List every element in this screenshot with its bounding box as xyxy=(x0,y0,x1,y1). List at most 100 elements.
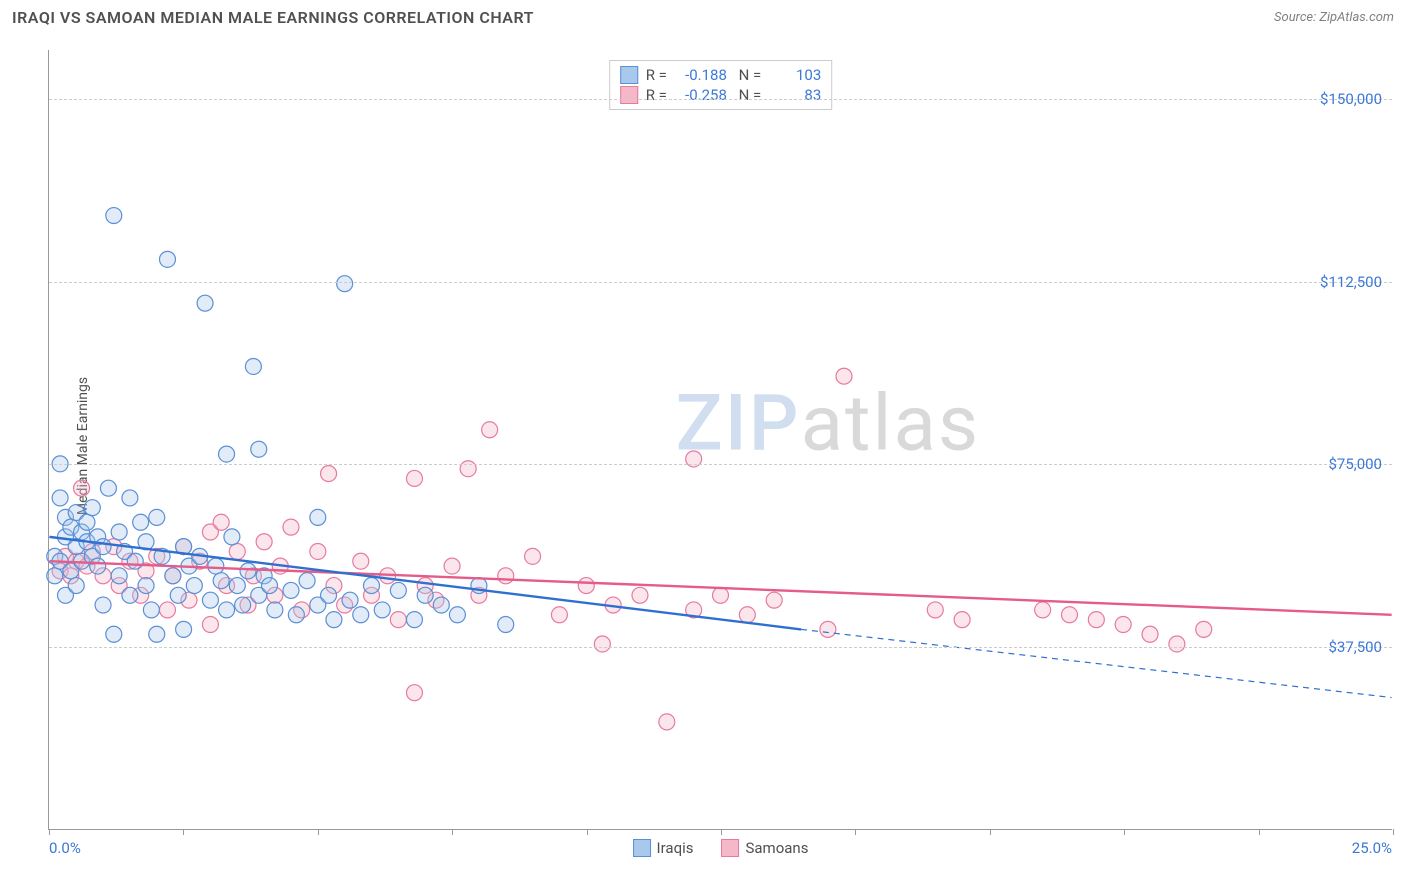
data-point-iraqi xyxy=(229,578,245,594)
stats-row-samoan: R = -0.258 N = 83 xyxy=(620,85,822,105)
data-point-samoan xyxy=(74,480,90,496)
data-point-iraqi xyxy=(149,626,165,642)
data-point-iraqi xyxy=(100,480,116,496)
data-point-iraqi xyxy=(197,295,213,311)
data-point-iraqi xyxy=(498,617,514,633)
data-point-samoan xyxy=(594,636,610,652)
data-point-iraqi xyxy=(224,529,240,545)
data-point-samoan xyxy=(390,612,406,628)
data-point-iraqi xyxy=(267,602,283,618)
swatch-iraqi-icon xyxy=(620,66,638,84)
stats-n-iraqi: 103 xyxy=(769,66,821,84)
data-point-iraqi xyxy=(138,578,154,594)
data-point-samoan xyxy=(954,612,970,628)
y-tick-label: $150,000 xyxy=(1320,90,1382,108)
stats-r-samoan: -0.258 xyxy=(675,86,727,104)
chart-header: IRAQI VS SAMOAN MEDIAN MALE EARNINGS COR… xyxy=(0,0,1406,31)
data-point-iraqi xyxy=(245,358,261,374)
gridline xyxy=(49,99,1392,100)
data-point-iraqi xyxy=(283,582,299,598)
x-tick xyxy=(1393,829,1394,835)
data-point-samoan xyxy=(1142,626,1158,642)
stats-row-iraqi: R = -0.188 N = 103 xyxy=(620,65,822,85)
x-tick xyxy=(183,829,184,835)
data-point-samoan xyxy=(551,607,567,623)
data-point-iraqi xyxy=(95,539,111,555)
data-point-samoan xyxy=(713,587,729,603)
data-point-iraqi xyxy=(52,490,68,506)
y-tick-label: $112,500 xyxy=(1320,273,1382,291)
data-point-iraqi xyxy=(47,568,63,584)
x-tick xyxy=(49,829,50,835)
data-point-samoan xyxy=(202,617,218,633)
swatch-samoan-icon xyxy=(620,86,638,104)
data-point-samoan xyxy=(739,607,755,623)
data-point-iraqi xyxy=(106,626,122,642)
data-point-samoan xyxy=(1062,607,1078,623)
data-point-samoan xyxy=(213,514,229,530)
data-point-samoan xyxy=(1035,602,1051,618)
data-point-samoan xyxy=(525,548,541,564)
data-point-samoan xyxy=(229,543,245,559)
data-point-iraqi xyxy=(122,587,138,603)
x-max-label: 25.0% xyxy=(1352,839,1392,857)
legend-label: Iraqis xyxy=(657,839,694,857)
data-point-samoan xyxy=(444,558,460,574)
data-point-iraqi xyxy=(122,490,138,506)
data-point-samoan xyxy=(1169,636,1185,652)
data-point-samoan xyxy=(353,553,369,569)
data-point-iraqi xyxy=(219,602,235,618)
data-point-iraqi xyxy=(240,563,256,579)
data-point-iraqi xyxy=(374,602,390,618)
data-point-iraqi xyxy=(406,612,422,628)
data-point-iraqi xyxy=(111,524,127,540)
data-point-samoan xyxy=(460,461,476,477)
data-point-iraqi xyxy=(235,597,251,613)
data-point-iraqi xyxy=(176,621,192,637)
data-point-iraqi xyxy=(321,587,337,603)
data-point-iraqi xyxy=(170,587,186,603)
data-point-samoan xyxy=(310,543,326,559)
stats-r-iraqi: -0.188 xyxy=(675,66,727,84)
data-point-samoan xyxy=(283,519,299,535)
legend-item-iraqi: Iraqis xyxy=(633,839,694,857)
data-point-samoan xyxy=(820,621,836,637)
data-point-iraqi xyxy=(84,500,100,516)
x-tick xyxy=(855,829,856,835)
data-point-samoan xyxy=(406,470,422,486)
data-point-samoan xyxy=(1115,617,1131,633)
swatch-iraqi-icon xyxy=(633,839,651,857)
data-point-samoan xyxy=(498,568,514,584)
data-point-iraqi xyxy=(364,578,380,594)
x-min-label: 0.0% xyxy=(49,839,81,857)
data-point-iraqi xyxy=(159,251,175,267)
data-point-samoan xyxy=(766,592,782,608)
data-point-iraqi xyxy=(186,578,202,594)
chart-source: Source: ZipAtlas.com xyxy=(1274,10,1394,25)
stats-n-samoan: 83 xyxy=(769,86,821,104)
stats-label: N = xyxy=(735,66,761,84)
data-point-iraqi xyxy=(326,612,342,628)
data-point-iraqi xyxy=(79,514,95,530)
swatch-samoan-icon xyxy=(721,839,739,857)
gridline xyxy=(49,647,1392,648)
x-tick xyxy=(1124,829,1125,835)
data-point-samoan xyxy=(482,422,498,438)
gridline xyxy=(49,282,1392,283)
data-point-iraqi xyxy=(262,578,278,594)
data-point-samoan xyxy=(159,602,175,618)
chart-plot-area: ZIPatlas R = -0.188 N = 103 R = -0.258 N… xyxy=(48,50,1392,830)
data-point-iraqi xyxy=(353,607,369,623)
data-point-iraqi xyxy=(68,578,84,594)
x-tick xyxy=(452,829,453,835)
data-point-samoan xyxy=(578,578,594,594)
stats-label: R = xyxy=(646,86,667,104)
data-point-iraqi xyxy=(143,602,159,618)
data-point-iraqi xyxy=(106,208,122,224)
data-point-iraqi xyxy=(111,568,127,584)
data-point-iraqi xyxy=(208,558,224,574)
data-point-iraqi xyxy=(390,582,406,598)
data-point-samoan xyxy=(406,685,422,701)
data-point-samoan xyxy=(1088,612,1104,628)
legend-label: Samoans xyxy=(745,839,808,857)
